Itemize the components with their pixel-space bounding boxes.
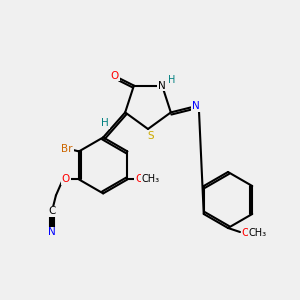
Text: O: O bbox=[135, 174, 143, 184]
Text: Br: Br bbox=[61, 144, 73, 154]
Text: O: O bbox=[242, 228, 250, 238]
Text: H: H bbox=[168, 74, 176, 84]
Text: CH₃: CH₃ bbox=[249, 228, 267, 238]
Text: N: N bbox=[192, 101, 200, 111]
Text: H: H bbox=[168, 75, 176, 85]
Text: N: N bbox=[160, 80, 168, 90]
Text: O: O bbox=[62, 174, 70, 184]
Text: CH₃: CH₃ bbox=[141, 174, 160, 184]
Text: N: N bbox=[158, 81, 166, 91]
Text: H: H bbox=[101, 118, 109, 128]
Text: O: O bbox=[111, 70, 119, 81]
Text: S: S bbox=[148, 131, 154, 141]
Text: C: C bbox=[48, 206, 56, 216]
Text: N: N bbox=[48, 227, 56, 237]
